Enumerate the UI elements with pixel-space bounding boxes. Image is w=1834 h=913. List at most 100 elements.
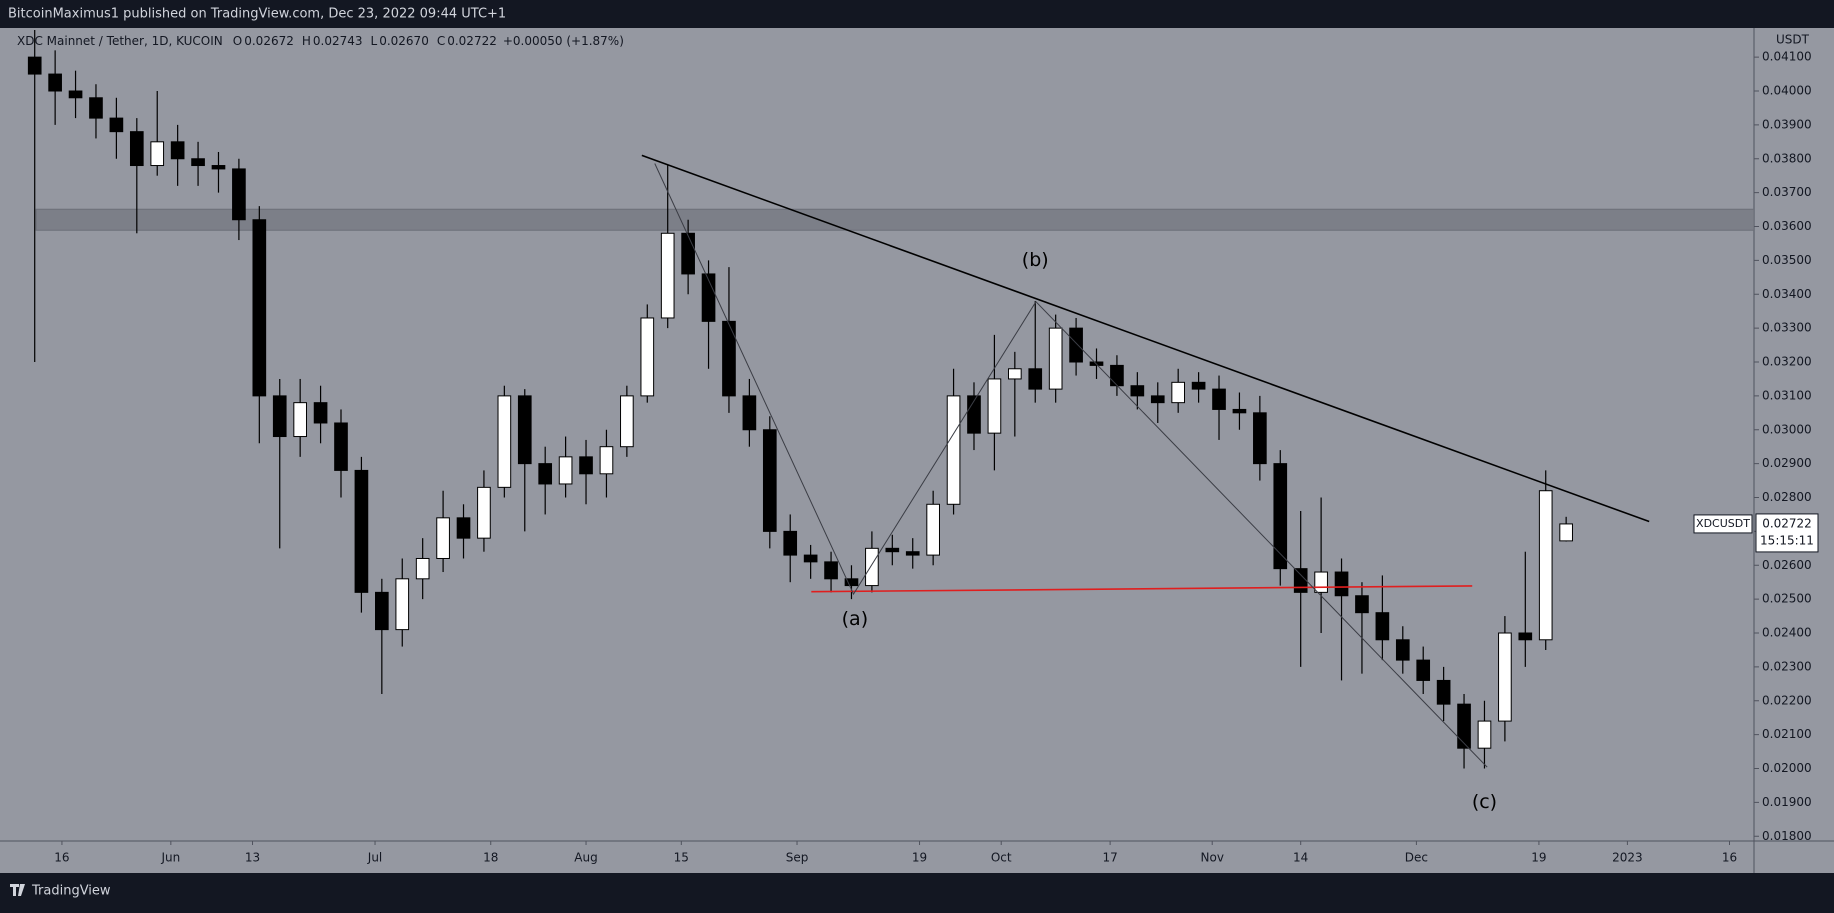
candle-body — [865, 547, 879, 587]
y-tick-label: 0.03800 — [1762, 151, 1812, 165]
price-axis — [1754, 28, 1834, 873]
candle-body — [211, 165, 226, 170]
plot-area — [0, 28, 1754, 841]
y-tick-label: 0.04000 — [1762, 84, 1812, 98]
candle-body — [48, 73, 62, 92]
y-tick-label: 0.03200 — [1762, 355, 1812, 369]
candle-body — [517, 395, 532, 465]
candle-body — [191, 158, 205, 167]
time-axis — [0, 841, 1754, 873]
y-unit: USDT — [1776, 33, 1810, 47]
candle-body — [272, 395, 287, 438]
y-tick-label: 0.02200 — [1762, 693, 1812, 707]
candle-body — [170, 141, 185, 160]
candle-body — [354, 469, 369, 593]
candle-body — [1538, 490, 1553, 641]
y-tick-label: 0.02300 — [1762, 659, 1812, 673]
candle-body — [1110, 364, 1124, 387]
candle-body — [497, 395, 512, 488]
candle-body — [1395, 639, 1410, 661]
x-tick-label: Aug — [574, 851, 597, 865]
ohlc-key: O — [233, 34, 242, 48]
y-tick-label: 0.03500 — [1762, 253, 1812, 267]
candle-body — [1007, 368, 1022, 380]
ohlc-value: 0.02672 — [244, 34, 294, 48]
candle-body — [905, 551, 920, 556]
ohlc-key: L — [371, 34, 378, 48]
candle-body — [395, 578, 410, 631]
candle-body — [783, 530, 798, 556]
candle-body — [456, 517, 471, 539]
candle-body — [599, 446, 614, 475]
logo — [10, 884, 25, 896]
candle-body — [68, 90, 83, 99]
candle-body — [313, 402, 328, 424]
candle-body — [681, 232, 695, 275]
candle-body — [1334, 571, 1349, 597]
y-tick-label: 0.03600 — [1762, 219, 1812, 233]
candle-body — [27, 56, 42, 75]
candle-body — [1150, 395, 1165, 404]
candle-body — [1416, 659, 1431, 681]
candle-body — [1253, 412, 1267, 465]
candle-body — [1375, 612, 1390, 641]
candle-body — [1314, 571, 1328, 593]
y-tick-label: 0.02100 — [1762, 727, 1812, 741]
candle-body — [1212, 388, 1226, 410]
countdown: 15:15:11 — [1760, 533, 1814, 547]
y-tick-label: 0.01800 — [1762, 829, 1812, 843]
ohlc-key: H — [302, 34, 311, 48]
x-tick-label: Dec — [1405, 851, 1428, 865]
x-tick-label: 19 — [912, 851, 927, 865]
candle-body — [803, 554, 818, 563]
y-tick-label: 0.03700 — [1762, 185, 1812, 199]
x-tick-label: 13 — [245, 851, 260, 865]
candle-body — [1191, 381, 1206, 390]
candle-body — [334, 422, 348, 471]
wave-label: (b) — [1022, 249, 1049, 271]
publisher: BitcoinMaximus1 published on TradingView… — [8, 7, 506, 22]
candle-body — [620, 395, 634, 448]
symbol-legend: XDC Mainnet / Tether, 1D, KUCOIN O 0.02672… — [17, 34, 624, 48]
candle-body — [477, 486, 491, 539]
candle-body — [129, 131, 144, 167]
ohlc-value: 0.02722 — [447, 34, 497, 48]
last-price: 0.02722 — [1762, 516, 1812, 530]
candle-body — [579, 456, 593, 475]
x-tick-label: Oct — [991, 851, 1012, 865]
x-tick-label: 19 — [1531, 851, 1546, 865]
candle-body — [1273, 463, 1288, 570]
candle-body — [436, 517, 450, 559]
ohlc-value: 0.02743 — [313, 34, 363, 48]
symbol-tag-box — [1693, 514, 1753, 534]
y-tick-label: 0.02900 — [1762, 456, 1812, 470]
x-tick-label: Jun — [160, 851, 180, 865]
x-tick-label: 16 — [1722, 851, 1737, 865]
candle-body — [252, 219, 267, 397]
candle-body — [1171, 381, 1186, 404]
plot-layer — [27, 30, 1754, 769]
candle-body — [885, 547, 900, 553]
candle-body — [1232, 408, 1247, 414]
candle-body — [824, 561, 838, 580]
y-tick-label: 0.03400 — [1762, 287, 1812, 301]
x-tick-label: 2023 — [1612, 851, 1643, 865]
candle-body — [1028, 368, 1043, 390]
drawn-line — [811, 585, 1473, 593]
candle-body — [1048, 327, 1063, 390]
x-tick-label: Nov — [1201, 851, 1224, 865]
candle-body — [109, 117, 124, 133]
ohlc-key: C — [437, 34, 445, 48]
y-tick-label: 0.02500 — [1762, 592, 1812, 606]
candle-body — [1130, 385, 1145, 397]
y-tick-label: 0.01900 — [1762, 795, 1812, 809]
wave-label: (c) — [1472, 791, 1497, 813]
x-tick-label: 17 — [1102, 851, 1117, 865]
drawn-line — [641, 154, 1650, 523]
x-tick-label: Sep — [786, 851, 809, 865]
candle-body — [987, 378, 1002, 434]
y-tick-label: 0.03100 — [1762, 388, 1812, 402]
candle-body — [722, 320, 736, 397]
candle-body — [1477, 720, 1492, 749]
candle-body — [762, 429, 777, 532]
